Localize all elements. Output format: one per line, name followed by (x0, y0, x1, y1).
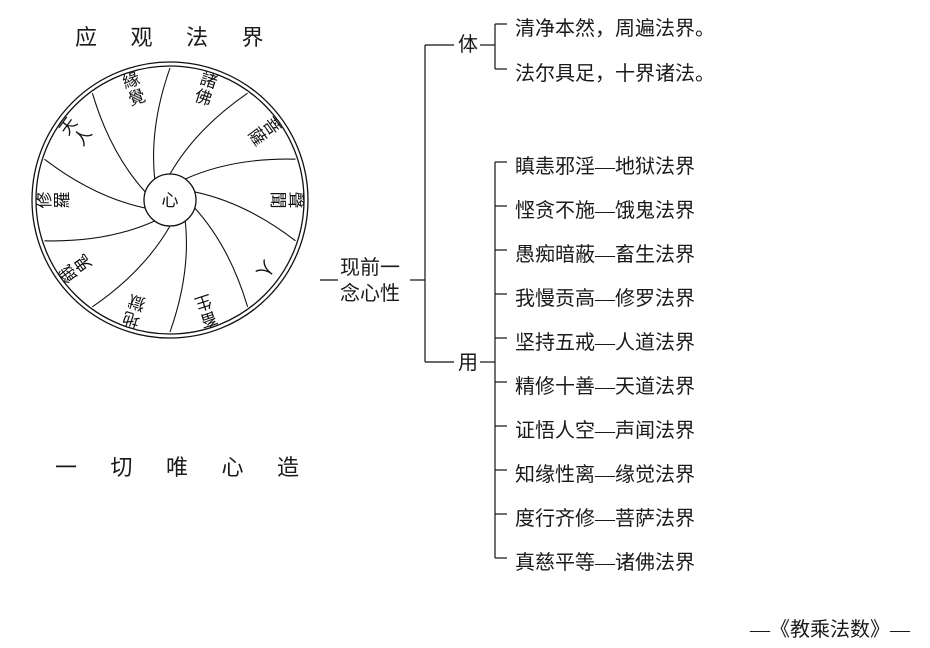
wheel-rim-label: 餓鬼 (56, 251, 96, 287)
wheel-rim-label: 地獄 (120, 291, 148, 331)
tree-leaf: 愚痴暗蔽—畜生法界 (515, 238, 695, 267)
tree-branch-1-label: 用 (458, 350, 478, 376)
tree-leaf: 知缘性离—缘觉法界 (515, 458, 695, 487)
wheel-rim-label: 畜生 (192, 291, 220, 331)
tree-leaf: 悭贪不施—饿鬼法界 (515, 194, 695, 223)
wheel-rim-label: 人 (252, 257, 277, 282)
tree-leaf: 我慢贡高—修罗法界 (515, 282, 695, 311)
tree-root: 现前一 念心性 (340, 255, 420, 307)
tree-leaf: 精修十善—天道法界 (515, 370, 695, 399)
tree-branch-0-label: 体 (458, 32, 478, 58)
title-top: 应 观 法 界 (75, 20, 278, 52)
tree-root-line2: 念心性 (340, 281, 420, 307)
tree-leaf: 坚持五戒—人道法界 (515, 326, 695, 355)
wheel-rim-label: 修羅 (35, 192, 72, 209)
tree-leaf: 证悟人空—声闻法界 (515, 414, 695, 443)
wheel-rim-label: 天人 (56, 114, 96, 150)
wheel-rim-label: 緣覺 (120, 69, 148, 109)
tree-leaf: 度行齐修—菩萨法界 (515, 502, 695, 531)
wheel-rim-label: 聲聞 (268, 192, 305, 209)
wheel-rim-label: 諸佛 (192, 69, 220, 109)
bracket-tree: 现前一 念心性 体 用 清净本然，周遍法界。法尔具足，十界诸法。 瞋恚邪淫—地狱… (320, 0, 920, 648)
tree-leaf: 瞋恚邪淫—地狱法界 (515, 150, 695, 179)
tree-leaf: 法尔具足，十界诸法。 (515, 57, 715, 86)
tree-source: —《教乘法数》— (750, 613, 910, 642)
wheel-center-label: 心 (162, 191, 179, 210)
wheel-rim-label: 菩薩 (244, 114, 284, 150)
tree-root-line1: 现前一 (340, 255, 420, 281)
wheel-diagram: 心 諸佛菩薩聲聞人畜生 地獄餓鬼 修羅 天人緣覺 (30, 60, 310, 340)
tree-leaf: 清净本然，周遍法界。 (515, 12, 715, 41)
title-bottom: 一 切 唯 心 造 (55, 450, 313, 482)
tree-leaf: 真慈平等—诸佛法界 (515, 546, 695, 575)
